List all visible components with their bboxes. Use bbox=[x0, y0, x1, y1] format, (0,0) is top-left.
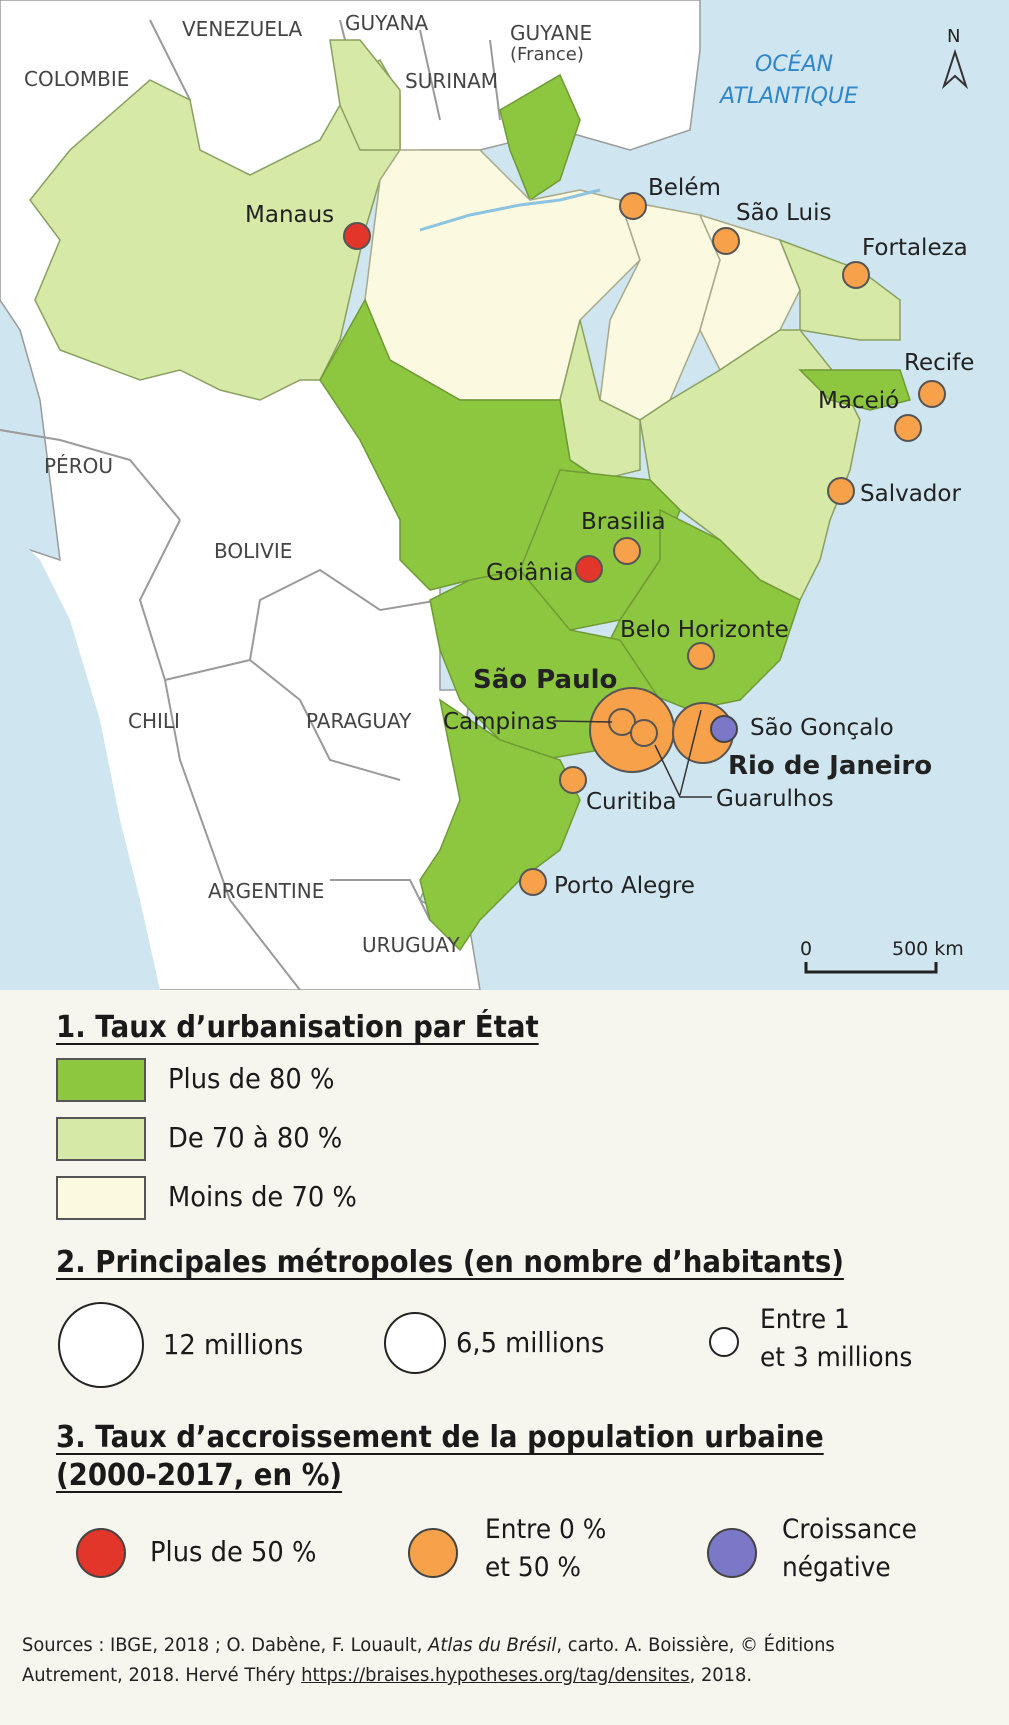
city-label-belo-horizonte: Belo Horizonte bbox=[620, 617, 789, 643]
city-circle-belo-horizonte bbox=[687, 642, 715, 670]
city-circle-curitiba bbox=[559, 766, 587, 794]
city-circle-brasilia bbox=[613, 537, 641, 565]
legend-label-6-5-millions: 6,5 millions bbox=[456, 1326, 605, 1359]
scale-bar: 0 500 km bbox=[800, 938, 964, 974]
city-label-porto-alegre: Porto Alegre bbox=[554, 873, 695, 899]
legend-circle-6-5-millions bbox=[384, 1312, 446, 1374]
north-arrow-icon bbox=[941, 48, 969, 90]
legend-swatch-over-80 bbox=[56, 1058, 146, 1102]
legend-swatch-70-80 bbox=[56, 1117, 146, 1161]
sources-part1: Sources : IBGE, 2018 ; O. Dabène, F. Lou… bbox=[22, 1634, 429, 1656]
legend-dot-0-50 bbox=[408, 1528, 458, 1578]
city-markers bbox=[343, 192, 946, 896]
city-label-belem: Belém bbox=[648, 175, 721, 201]
label-guyana: GUYANA bbox=[345, 11, 428, 35]
label-ocean-line1: OCÉAN bbox=[755, 51, 833, 77]
city-label-maceio: Maceió bbox=[818, 388, 899, 414]
scale-end: 500 km bbox=[892, 938, 964, 960]
label-guyane-sub: (France) bbox=[510, 44, 584, 65]
city-label-guarulhos: Guarulhos bbox=[716, 786, 834, 812]
scale-bar-line bbox=[804, 962, 938, 974]
north-label: N bbox=[947, 26, 960, 47]
legend-label-negative-line1: Croissance bbox=[782, 1514, 917, 1545]
legend-label-over-50: Plus de 50 % bbox=[150, 1535, 317, 1568]
legend-dot-over-50 bbox=[76, 1528, 126, 1578]
legend-circle-1-3-millions bbox=[709, 1327, 739, 1357]
amazon-river bbox=[419, 188, 601, 232]
legend-label-70-80: De 70 à 80 % bbox=[168, 1121, 343, 1154]
sources-part2: , carto. A. Boissière, © Éditions Autrem… bbox=[22, 1634, 835, 1686]
city-label-fortaleza: Fortaleza bbox=[862, 235, 968, 261]
city-label-sao-paulo: São Paulo bbox=[473, 665, 617, 695]
city-label-manaus: Manaus bbox=[245, 202, 334, 228]
sources-note: Sources : IBGE, 2018 ; O. Dabène, F. Lou… bbox=[22, 1630, 924, 1690]
city-label-goiania: Goiânia bbox=[486, 560, 573, 586]
label-surinam: SURINAM bbox=[405, 69, 498, 93]
label-uruguay: URUGUAY bbox=[362, 933, 460, 957]
city-label-salvador: Salvador bbox=[860, 481, 961, 507]
city-label-sao-goncalo: São Gonçalo bbox=[750, 715, 894, 741]
city-circle-sao-luis bbox=[712, 227, 740, 255]
city-circle-goiania bbox=[575, 555, 603, 583]
state-amazonas-region bbox=[29, 59, 401, 401]
city-label-rio-de-janeiro: Rio de Janeiro bbox=[728, 751, 932, 781]
city-circle-belem bbox=[619, 192, 647, 220]
state-amapa bbox=[499, 73, 581, 202]
legend-label-1-3-millions-line1: Entre 1 bbox=[760, 1304, 850, 1335]
city-circle-porto-alegre bbox=[519, 868, 547, 896]
legend-title-growth-line2: (2000-2017, en %) bbox=[56, 1458, 343, 1493]
legend-swatch-under-70 bbox=[56, 1176, 146, 1220]
legend-label-negative-line2: négative bbox=[782, 1552, 891, 1583]
label-colombie: COLOMBIE bbox=[24, 67, 129, 91]
legend-title-urbanisation: 1. Taux d’urbanisation par État bbox=[56, 1010, 539, 1045]
city-circle-manaus bbox=[343, 222, 371, 250]
label-bolivie: BOLIVIE bbox=[214, 539, 292, 563]
city-circle-maceio bbox=[894, 414, 922, 442]
legend-label-under-70: Moins de 70 % bbox=[168, 1180, 357, 1213]
city-label-recife: Recife bbox=[904, 350, 974, 376]
legend-title-metropoles: 2. Principales métropoles (en nombre d’h… bbox=[56, 1245, 844, 1280]
legend-label-0-50-line1: Entre 0 % bbox=[485, 1514, 607, 1545]
label-ocean-line2: ATLANTIQUE bbox=[718, 84, 858, 109]
city-circle-fortaleza bbox=[842, 261, 870, 289]
pacific-ocean bbox=[0, 520, 160, 990]
label-argentine: ARGENTINE bbox=[208, 879, 324, 903]
city-label-sao-luis: São Luis bbox=[736, 200, 831, 226]
legend-circle-12-millions bbox=[58, 1302, 144, 1388]
map-canvas: VENEZUELA GUYANA GUYANE (France) SURINAM… bbox=[0, 0, 1009, 990]
leader-lines bbox=[552, 709, 712, 798]
state-pernambuco bbox=[798, 369, 911, 411]
scale-start: 0 bbox=[800, 938, 812, 960]
label-perou: PÉROU bbox=[44, 454, 113, 478]
legend-title-growth-line1: 3. Taux d’accroissement de la population… bbox=[56, 1420, 824, 1455]
sources-link[interactable]: https://braises.hypotheses.org/tag/densi… bbox=[301, 1664, 690, 1686]
city-label-curitiba: Curitiba bbox=[586, 789, 677, 815]
legend-dot-negative bbox=[707, 1528, 757, 1578]
label-guyane: GUYANE bbox=[510, 21, 592, 45]
label-chili: CHILI bbox=[128, 709, 180, 733]
sources-part3: , 2018. bbox=[689, 1664, 753, 1686]
label-venezuela: VENEZUELA bbox=[182, 17, 302, 41]
state-parana-south bbox=[419, 698, 581, 952]
legend-label-1-3-millions-line2: et 3 millions bbox=[760, 1342, 913, 1373]
north-arrow: N bbox=[941, 26, 969, 90]
country-borders bbox=[0, 19, 501, 990]
legend-label-over-80: Plus de 80 % bbox=[168, 1062, 335, 1095]
city-circle-guarulhos bbox=[630, 719, 658, 747]
city-label-campinas: Campinas bbox=[443, 709, 557, 735]
label-paraguay: PARAGUAY bbox=[306, 709, 412, 733]
city-circle-sao-goncalo bbox=[710, 715, 738, 743]
brazil-map: VENEZUELA GUYANA GUYANE (France) SURINAM… bbox=[0, 0, 1009, 990]
city-circle-salvador bbox=[827, 477, 855, 505]
city-circle-recife bbox=[918, 380, 946, 408]
legend-label-0-50-line2: et 50 % bbox=[485, 1552, 582, 1583]
map-legend: 1. Taux d’urbanisation par État Plus de … bbox=[0, 990, 1009, 1725]
city-label-brasilia: Brasilia bbox=[581, 509, 666, 535]
sources-atlas-title: Atlas du Brésil bbox=[428, 1634, 557, 1656]
legend-label-12-millions: 12 millions bbox=[163, 1328, 304, 1361]
